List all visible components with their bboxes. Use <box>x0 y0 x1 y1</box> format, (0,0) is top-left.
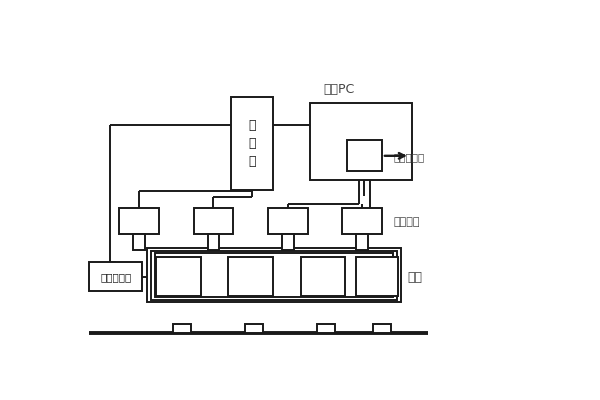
Bar <box>119 208 158 234</box>
Bar <box>347 140 382 171</box>
Bar <box>89 262 142 291</box>
Text: 控
制
器: 控 制 器 <box>248 119 256 168</box>
Text: 工业PC: 工业PC <box>324 83 355 96</box>
Bar <box>157 258 200 296</box>
Bar <box>356 258 398 296</box>
Text: 图像采集卡: 图像采集卡 <box>394 152 425 162</box>
Text: 光源: 光源 <box>407 271 422 284</box>
Bar <box>310 104 412 180</box>
Bar <box>147 248 401 302</box>
Bar <box>343 208 382 234</box>
Bar <box>231 97 272 190</box>
Bar <box>133 234 145 250</box>
Bar <box>245 324 263 333</box>
Bar <box>194 208 233 234</box>
Bar <box>173 324 191 333</box>
Bar <box>282 234 293 250</box>
Bar <box>229 258 272 296</box>
Bar <box>373 324 391 333</box>
Text: 工业相机: 工业相机 <box>394 217 420 227</box>
Bar <box>268 208 308 234</box>
Bar <box>155 253 393 297</box>
Bar <box>301 258 344 296</box>
Bar <box>356 234 368 250</box>
Bar <box>151 251 397 300</box>
Bar <box>208 234 219 250</box>
Text: 光源控制器: 光源控制器 <box>100 272 131 282</box>
Bar <box>317 324 335 333</box>
